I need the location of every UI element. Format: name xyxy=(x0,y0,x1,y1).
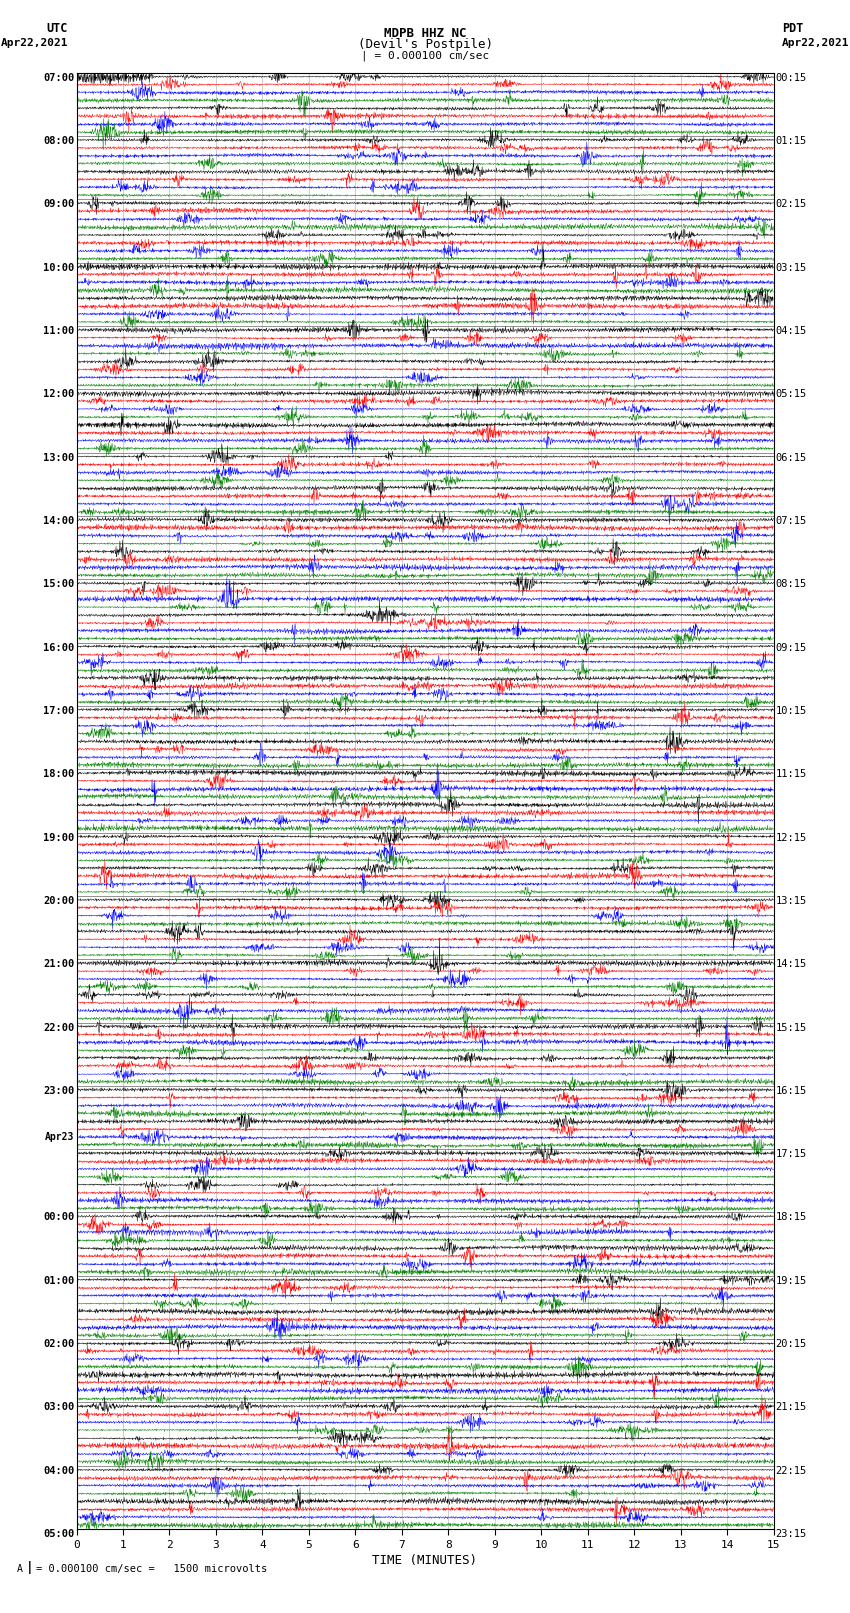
Text: 22:00: 22:00 xyxy=(43,1023,75,1032)
Text: 22:15: 22:15 xyxy=(775,1466,807,1476)
Text: 05:15: 05:15 xyxy=(775,389,807,400)
Text: 00:00: 00:00 xyxy=(43,1213,75,1223)
Text: MDPB HHZ NC: MDPB HHZ NC xyxy=(383,26,467,39)
Text: |: | xyxy=(26,1561,33,1574)
Text: 04:15: 04:15 xyxy=(775,326,807,336)
Text: 00:15: 00:15 xyxy=(775,73,807,82)
Text: 11:15: 11:15 xyxy=(775,769,807,779)
Text: 17:00: 17:00 xyxy=(43,706,75,716)
Text: 09:00: 09:00 xyxy=(43,200,75,210)
Text: 21:15: 21:15 xyxy=(775,1402,807,1413)
X-axis label: TIME (MINUTES): TIME (MINUTES) xyxy=(372,1553,478,1566)
Text: 19:00: 19:00 xyxy=(43,832,75,842)
Text: 12:15: 12:15 xyxy=(775,832,807,842)
Text: 08:00: 08:00 xyxy=(43,135,75,145)
Text: = 0.000100 cm/sec =   1500 microvolts: = 0.000100 cm/sec = 1500 microvolts xyxy=(36,1565,267,1574)
Text: 03:15: 03:15 xyxy=(775,263,807,273)
Text: 11:00: 11:00 xyxy=(43,326,75,336)
Text: Apr22,2021: Apr22,2021 xyxy=(1,39,68,48)
Text: 21:00: 21:00 xyxy=(43,960,75,969)
Text: 02:15: 02:15 xyxy=(775,200,807,210)
Text: 05:00: 05:00 xyxy=(43,1529,75,1539)
Text: 01:15: 01:15 xyxy=(775,135,807,145)
Text: 08:15: 08:15 xyxy=(775,579,807,589)
Text: 07:00: 07:00 xyxy=(43,73,75,82)
Text: 16:00: 16:00 xyxy=(43,642,75,653)
Text: 07:15: 07:15 xyxy=(775,516,807,526)
Text: 10:15: 10:15 xyxy=(775,706,807,716)
Text: (Devil's Postpile): (Devil's Postpile) xyxy=(358,37,492,50)
Text: Apr23: Apr23 xyxy=(45,1132,75,1142)
Text: PDT: PDT xyxy=(782,23,803,35)
Text: 15:00: 15:00 xyxy=(43,579,75,589)
Text: 10:00: 10:00 xyxy=(43,263,75,273)
Text: UTC: UTC xyxy=(47,23,68,35)
Text: A: A xyxy=(17,1565,23,1574)
Text: 16:15: 16:15 xyxy=(775,1086,807,1095)
Text: 14:00: 14:00 xyxy=(43,516,75,526)
Text: 02:00: 02:00 xyxy=(43,1339,75,1348)
Text: 20:15: 20:15 xyxy=(775,1339,807,1348)
Text: 20:00: 20:00 xyxy=(43,895,75,907)
Text: 15:15: 15:15 xyxy=(775,1023,807,1032)
Text: 23:15: 23:15 xyxy=(775,1529,807,1539)
Text: 23:00: 23:00 xyxy=(43,1086,75,1095)
Text: 13:00: 13:00 xyxy=(43,453,75,463)
Text: 18:15: 18:15 xyxy=(775,1213,807,1223)
Text: 19:15: 19:15 xyxy=(775,1276,807,1286)
Text: 09:15: 09:15 xyxy=(775,642,807,653)
Text: 17:15: 17:15 xyxy=(775,1148,807,1160)
Text: 14:15: 14:15 xyxy=(775,960,807,969)
Text: 12:00: 12:00 xyxy=(43,389,75,400)
Text: 03:00: 03:00 xyxy=(43,1402,75,1413)
Text: 06:15: 06:15 xyxy=(775,453,807,463)
Text: 01:00: 01:00 xyxy=(43,1276,75,1286)
Text: 04:00: 04:00 xyxy=(43,1466,75,1476)
Text: 18:00: 18:00 xyxy=(43,769,75,779)
Text: | = 0.000100 cm/sec: | = 0.000100 cm/sec xyxy=(361,50,489,61)
Text: 13:15: 13:15 xyxy=(775,895,807,907)
Text: Apr22,2021: Apr22,2021 xyxy=(782,39,849,48)
